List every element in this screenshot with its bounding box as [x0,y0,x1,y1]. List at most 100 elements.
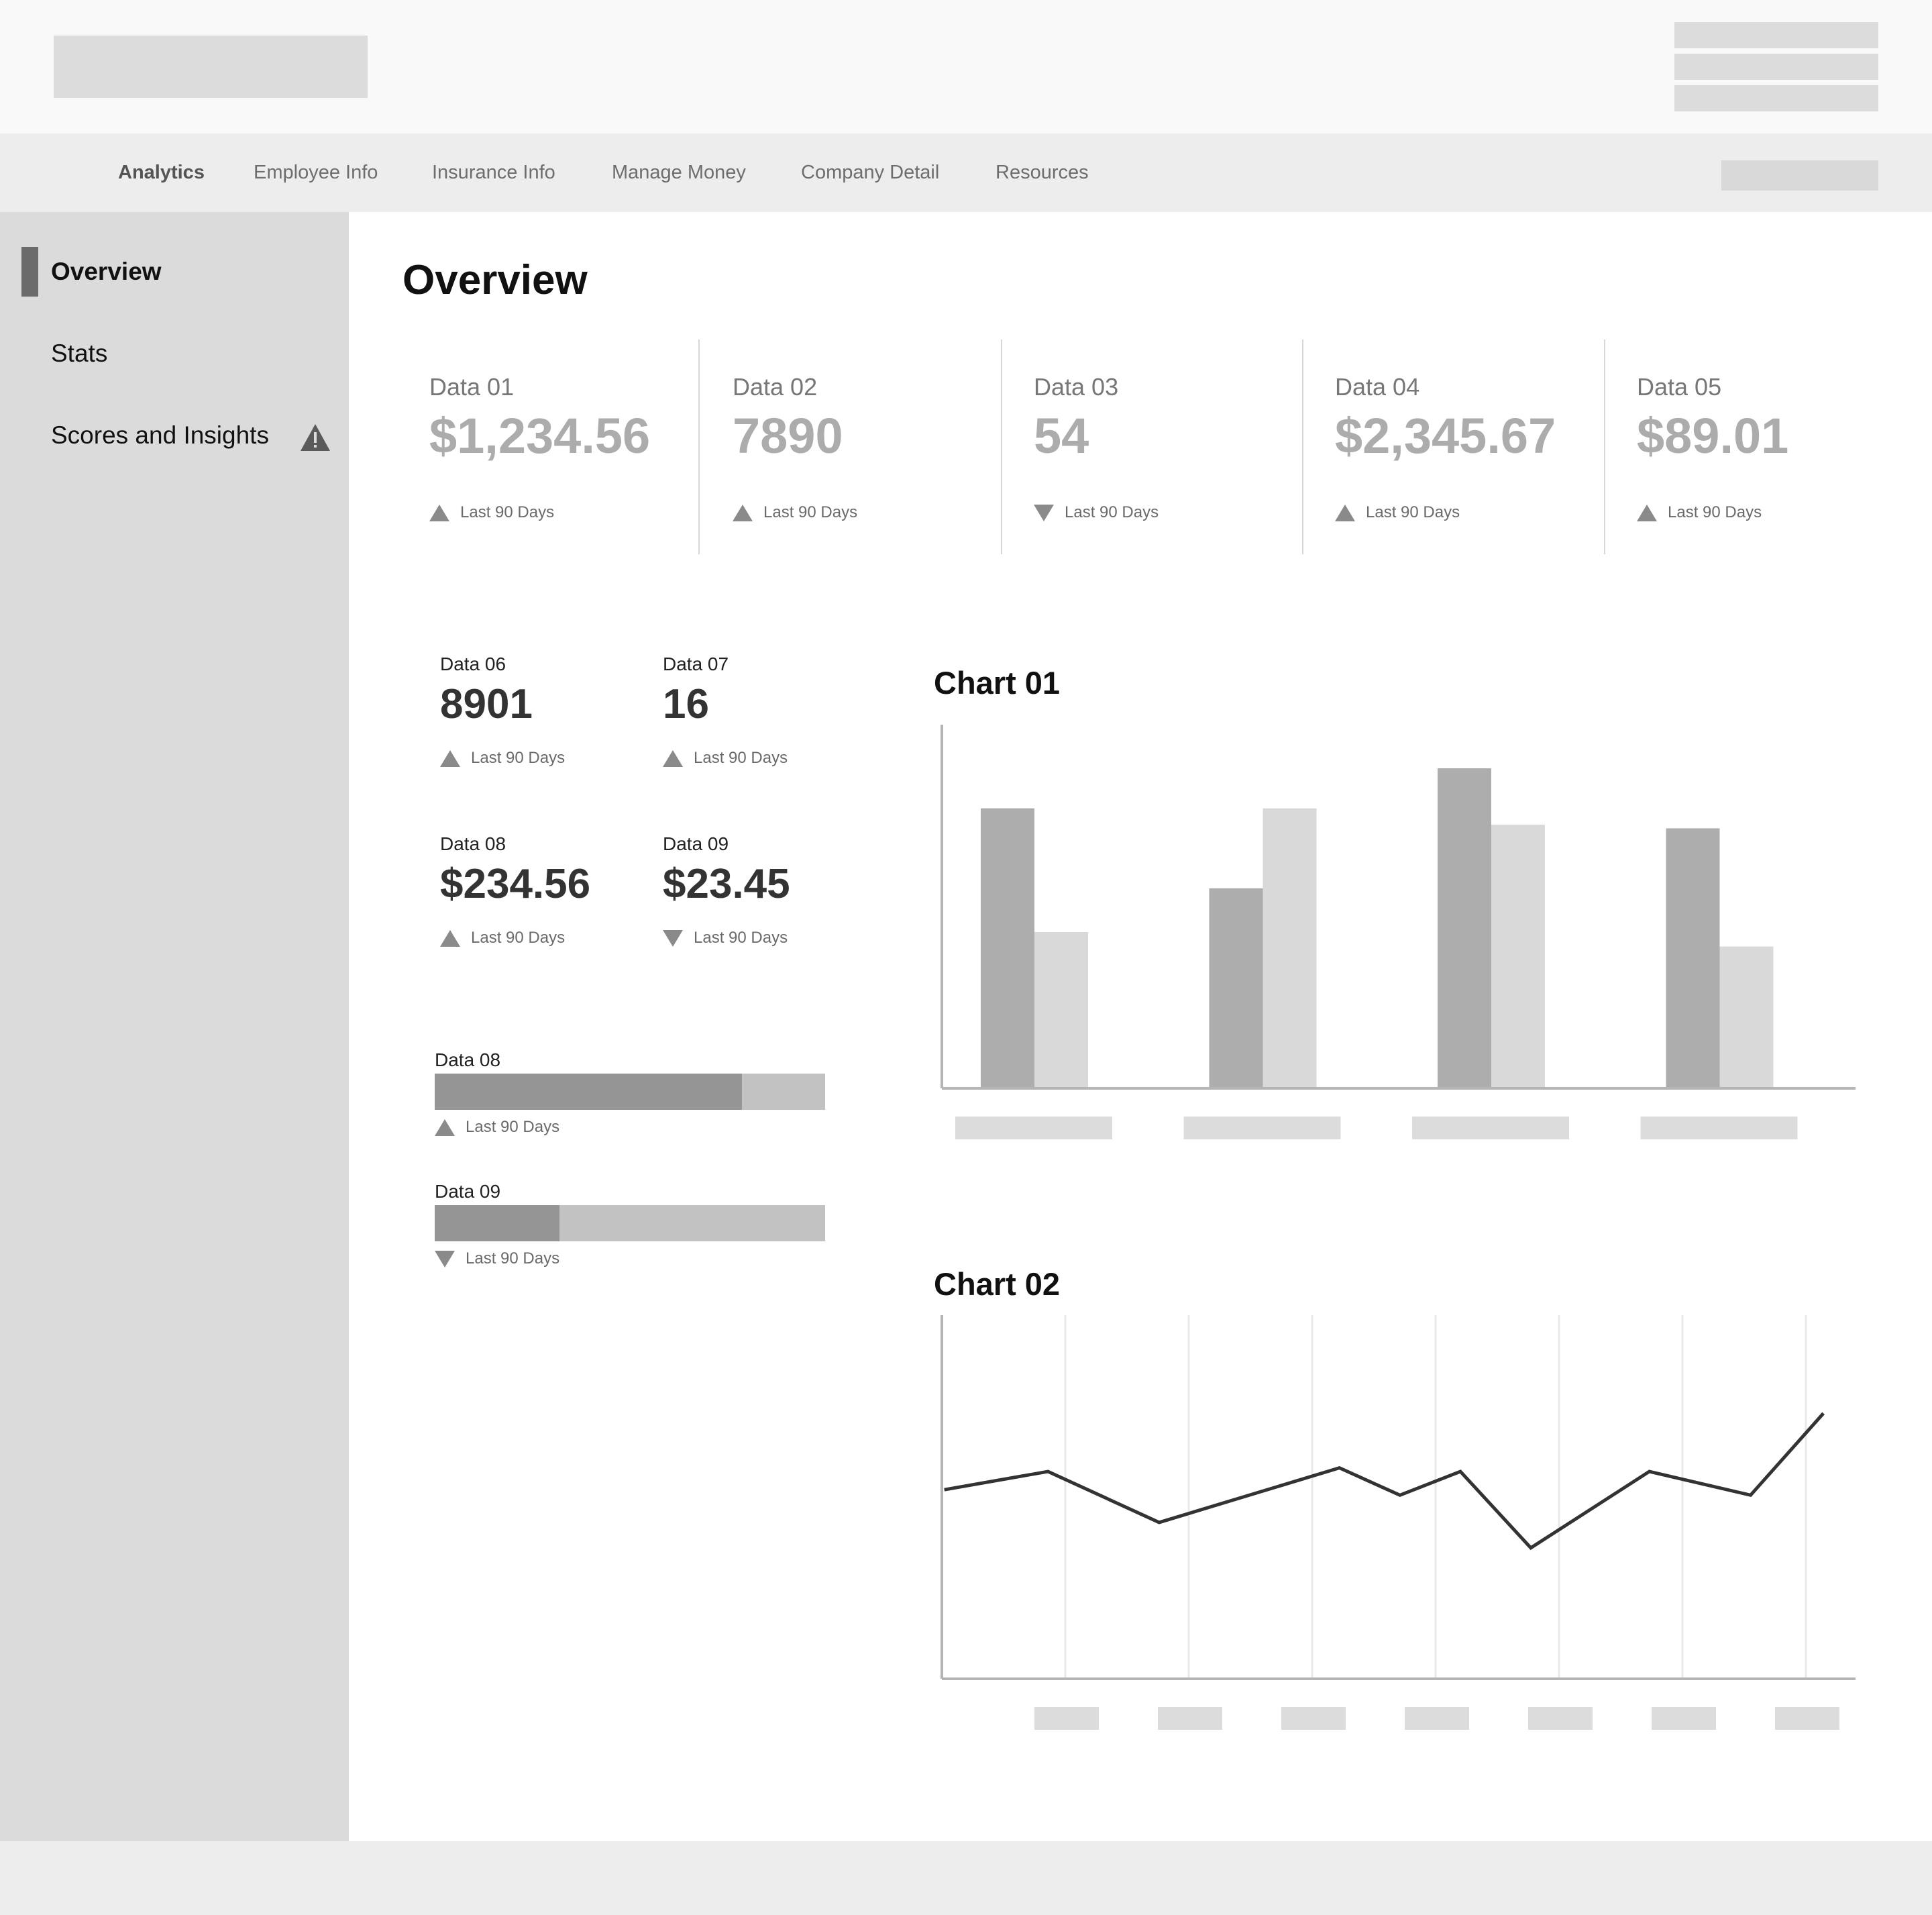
stat-value: $23.45 [663,861,790,907]
stat-label: Data 06 [440,654,506,674]
x-tick-label-placeholder [1652,1707,1716,1730]
stat-label: Data 08 [440,833,506,854]
x-tick-label-placeholder [1528,1707,1593,1730]
page-title: Overview [402,257,588,303]
stat-value: 8901 [440,681,533,727]
menu-placeholder-line-3[interactable] [1674,85,1878,111]
sidebar: Overview Stats Scores and Insights [0,212,349,1841]
bar [1263,808,1317,1088]
kpi-trend: Last 90 Days [429,503,554,522]
stat-value: $234.56 [440,861,591,907]
stat-period: Last 90 Days [471,929,566,947]
bar [1034,931,1088,1088]
footer [0,1841,1932,1915]
sidebar-item-stats[interactable]: Stats [51,340,108,367]
kpi-divider [1302,340,1303,554]
stat-trend: Last 90 Days [663,749,788,768]
chart-01-title: Chart 01 [934,665,1061,701]
menu-placeholder-line-2[interactable] [1674,54,1878,80]
progress-block-09: Data 09 Last 90 Days [435,1181,825,1268]
logo-placeholder[interactable] [54,36,368,98]
kpi-label: Data 02 [733,373,818,401]
trend-down-icon [663,929,683,947]
progress-track [435,1074,825,1110]
progress-label: Data 08 [435,1049,501,1070]
stat-label: Data 09 [663,833,729,854]
bar [1666,828,1720,1088]
kpi-divider [698,340,700,554]
x-tick-label-placeholder [1775,1707,1839,1730]
stat-period: Last 90 Days [694,929,788,947]
progress-track [435,1205,825,1241]
sidebar-item-overview[interactable]: Overview [51,258,162,285]
bar [1209,888,1263,1088]
trend-up-icon [1637,504,1657,521]
progress-trend: Last 90 Days [435,1249,825,1268]
kpi-trend: Last 90 Days [733,503,857,522]
tab-employee-info[interactable]: Employee Info [254,162,378,183]
chart-02-title: Chart 02 [934,1266,1061,1302]
trend-down-icon [1034,504,1054,521]
progress-trend: Last 90 Days [435,1118,825,1137]
kpi-trend: Last 90 Days [1034,503,1159,522]
bar [1491,825,1545,1088]
tab-insurance-info[interactable]: Insurance Info [432,162,555,183]
trend-down-icon [435,1250,455,1267]
kpi-label: Data 01 [429,373,515,401]
kpi-period: Last 90 Days [1065,503,1159,521]
kpi-value: $89.01 [1637,408,1789,464]
tab-analytics[interactable]: Analytics [118,162,205,183]
progress-label: Data 09 [435,1181,501,1202]
kpi-divider [1001,340,1002,554]
trend-up-icon [1335,504,1355,521]
tab-resources[interactable]: Resources [996,162,1089,183]
bar [1438,768,1491,1088]
kpi-period: Last 90 Days [1366,503,1460,521]
kpi-period: Last 90 Days [1668,503,1762,521]
kpi-value: 54 [1034,408,1089,464]
x-tick-label-placeholder [1281,1707,1346,1730]
active-indicator [21,247,38,297]
kpi-period: Last 90 Days [763,503,858,521]
kpi-value: 7890 [733,408,843,464]
top-nav: Analytics Employee Info Insurance Info M… [0,134,1932,212]
x-tick-label-placeholder [1158,1707,1222,1730]
kpi-divider [1604,340,1605,554]
x-tick-label-placeholder [955,1117,1112,1139]
chart-02-line [941,1315,1856,1730]
kpi-value: $1,234.56 [429,408,651,464]
bar [1719,946,1774,1088]
sidebar-item-scores-and-insights[interactable]: Scores and Insights [51,421,269,449]
stat-trend: Last 90 Days [440,929,565,947]
trend-up-icon [440,749,460,767]
trend-up-icon [435,1119,455,1136]
trend-up-icon [429,504,449,521]
progress-fill [435,1074,743,1110]
tab-company-detail[interactable]: Company Detail [801,162,940,183]
series-line [944,1412,1825,1551]
warning-icon [301,424,330,451]
stat-value: 16 [663,681,709,727]
x-tick-label-placeholder [1183,1117,1341,1139]
menu-placeholder-line-1[interactable] [1674,22,1878,48]
kpi-period: Last 90 Days [460,503,555,521]
progress-period: Last 90 Days [466,1118,560,1136]
kpi-label: Data 03 [1034,373,1119,401]
kpi-trend: Last 90 Days [1335,503,1460,522]
bar [981,808,1034,1088]
stat-trend: Last 90 Days [440,749,565,768]
stat-period: Last 90 Days [471,749,566,767]
kpi-label: Data 04 [1335,373,1420,401]
stat-trend: Last 90 Days [663,929,788,947]
progress-block-08: Data 08 Last 90 Days [435,1049,825,1137]
x-tick-label-placeholder [1405,1707,1469,1730]
stat-label: Data 07 [663,654,729,674]
app-header [0,0,1932,134]
tab-manage-money[interactable]: Manage Money [612,162,746,183]
nav-action-placeholder[interactable] [1721,160,1878,191]
trend-up-icon [663,749,683,767]
x-tick-label-placeholder [1412,1117,1569,1139]
chart-01-bar [941,725,1856,1139]
x-tick-label-placeholder [1034,1707,1099,1730]
kpi-trend: Last 90 Days [1637,503,1762,522]
